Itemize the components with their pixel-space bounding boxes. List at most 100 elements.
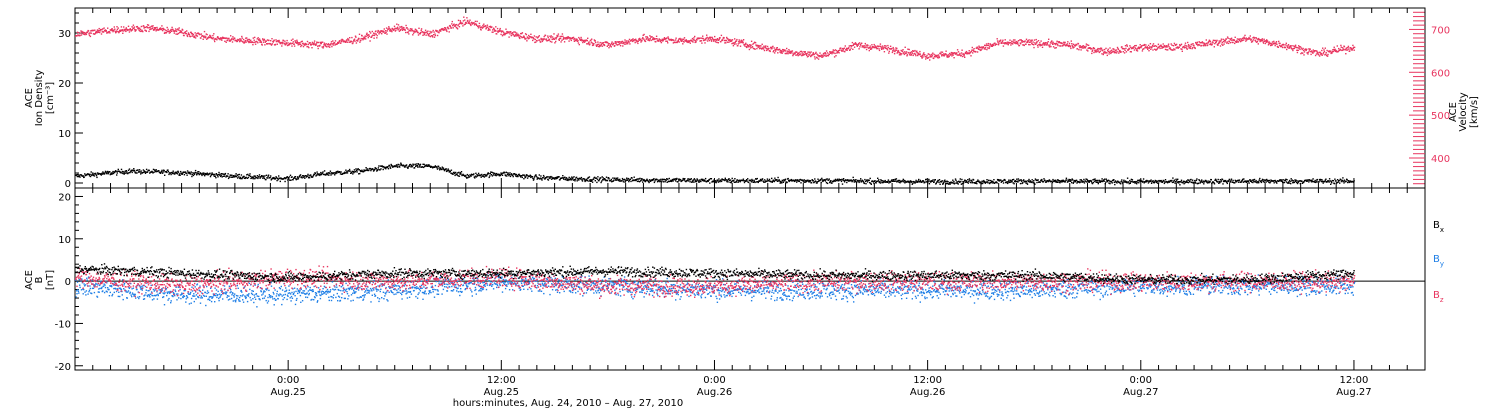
ion-density-point [1288,181,1289,182]
velocity-point [271,38,272,39]
ion-density-point [452,174,453,175]
ion-density-point [250,176,251,177]
velocity-point [308,44,309,45]
ion-density-point [744,182,745,183]
velocity-point [917,55,918,56]
ion-density-point [488,173,489,174]
ion-density-point [928,179,929,180]
ion-density-point [141,170,142,171]
ion-density-point [374,169,375,170]
ion-density-point [705,178,706,179]
ion-density-point [1032,179,1033,180]
ion-density-point [1340,179,1341,180]
velocity-point [330,43,331,44]
velocity-point [503,32,504,33]
ion-density-point [416,163,417,164]
velocity-point [492,29,493,30]
velocity-point [951,55,952,56]
ion-density-point [547,176,548,177]
velocity-point [335,40,336,41]
velocity-point [487,25,488,26]
velocity-point [374,33,375,34]
ion-density-point [567,180,568,181]
velocity-point [212,35,213,36]
velocity-point [854,47,855,48]
ion-density-point [84,173,85,174]
ion-density-point [1285,180,1286,181]
velocity-point [588,41,589,42]
ion-density-point [1127,178,1128,179]
velocity-point [515,32,516,33]
velocity-point [376,37,377,38]
velocity-point [259,38,260,39]
ion-density-point [406,164,407,165]
ion-density-point [939,184,940,185]
velocity-point [1027,42,1028,43]
velocity-point [1021,42,1022,43]
ion-density-point [853,177,854,178]
velocity-point [923,52,924,53]
velocity-point [707,40,708,41]
velocity-point [786,48,787,49]
velocity-point [512,32,513,33]
velocity-point [253,42,254,43]
velocity-point [272,43,273,44]
ion-density-point [1243,178,1244,179]
ion-density-point [160,172,161,173]
velocity-point [526,34,527,35]
velocity-point [372,31,373,32]
ion-density-point [409,165,410,166]
velocity-point [904,54,905,55]
velocity-point [961,52,962,53]
velocity-point [306,44,307,45]
ion-density-point [653,178,654,179]
ion-density-point [147,171,148,172]
velocity-point [391,31,392,32]
ion-density-point [935,179,936,180]
x-tick-time-label: 0:00 [1130,375,1152,386]
velocity-point [892,52,893,53]
ion-density-point [134,170,135,171]
velocity-point [148,31,149,32]
ion-density-point [259,174,260,175]
x-tick-date-label: Aug.25 [484,387,519,398]
velocity-point [802,55,803,56]
ion-density-point [628,178,629,179]
velocity-point [833,52,834,53]
velocity-point [825,53,826,54]
ion-density-point [762,178,763,179]
velocity-point [467,20,468,21]
velocity-point [699,38,700,39]
velocity-point [627,43,628,44]
velocity-point [896,50,897,51]
velocity-point [262,44,263,45]
top-left-tick-label: 0 [65,179,71,190]
velocity-point [700,37,701,38]
ion-density-point [1071,182,1072,183]
ion-density-point [630,179,631,180]
ion-density-point [918,179,919,180]
ion-density-point [813,180,814,181]
ion-density-point [460,173,461,174]
velocity-point [683,39,684,40]
velocity-point [983,47,984,48]
velocity-point [356,42,357,43]
ion-density-point [817,179,818,180]
velocity-point [1019,45,1020,46]
velocity-point [165,29,166,30]
ion-density-point [383,169,384,170]
velocity-point [805,51,806,52]
velocity-point [203,39,204,40]
ion-density-point [334,174,335,175]
ion-density-point [1150,181,1151,182]
ion-density-point [596,182,597,183]
ion-density-point [1109,183,1110,184]
ion-density-point [1232,180,1233,181]
velocity-point [801,55,802,56]
ion-density-point [855,179,856,180]
velocity-point [118,27,119,28]
velocity-point [466,22,467,23]
ion-density-point [630,181,631,182]
velocity-point [560,36,561,37]
